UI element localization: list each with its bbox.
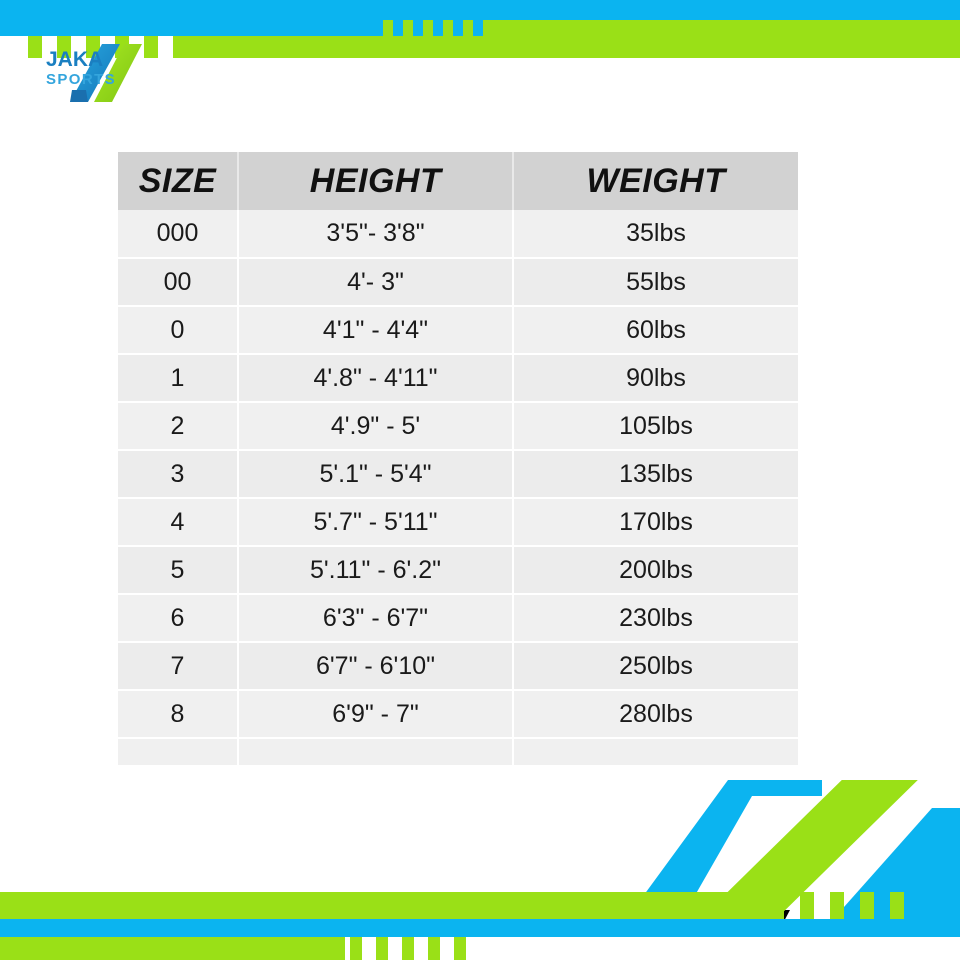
table-body: 000 3'5"- 3'8" 35lbs 00 4'- 3" 55lbs 0 4'1" - 4… [118, 210, 798, 767]
size-cell: 4 [118, 498, 239, 547]
logo-text-sports: SPORTS [46, 71, 116, 88]
top-green-stripes-lower [28, 36, 173, 58]
height-cell: 4'1" - 4'4" [238, 306, 514, 355]
height-cell: 5'.7" - 5'11" [238, 498, 514, 547]
size-cell: 00 [118, 258, 239, 307]
table-row: 0 4'1" - 4'4" 60lbs [118, 306, 798, 355]
top-green-banner-secondary [173, 36, 960, 58]
weight-cell: 105lbs [513, 402, 798, 451]
table-row: 1 4'.8" - 4'11" 90lbs [118, 354, 798, 403]
stripe [428, 937, 440, 960]
weight-cell: 200lbs [513, 546, 798, 595]
header-row: SIZE HEIGHT WEIGHT [118, 152, 798, 210]
table-row: 6 6'3" - 6'7" 230lbs [118, 594, 798, 643]
size-cell: 5 [118, 546, 239, 595]
table-row: 000 3'5"- 3'8" 35lbs [118, 210, 798, 259]
stripe [86, 36, 100, 58]
weight-cell: 250lbs [513, 642, 798, 691]
size-cell: 8 [118, 690, 239, 739]
logo-text-jaka: JAKA [46, 48, 103, 71]
stripe [860, 892, 874, 919]
size-cell: 2 [118, 402, 239, 451]
size-cell: 1 [118, 354, 239, 403]
size-chart-table: SIZE HEIGHT WEIGHT 000 3'5"- 3'8" 35lbs 00 4… [118, 152, 798, 767]
stripe [350, 937, 362, 960]
height-cell: 6'3" - 6'7" [238, 594, 514, 643]
height-cell: 4'.8" - 4'11" [238, 354, 514, 403]
table-header: SIZE HEIGHT WEIGHT [118, 152, 798, 210]
stripe [770, 892, 784, 919]
weight-cell: 170lbs [513, 498, 798, 547]
height-cell: 4'- 3" [238, 258, 514, 307]
stripe [800, 892, 814, 919]
brand-logo: JAKA SPORTS [46, 42, 176, 117]
height-cell: 6'7" - 6'10" [238, 642, 514, 691]
table-footer-spacer [118, 738, 798, 767]
stripe [144, 36, 158, 58]
size-chart-table-wrapper: SIZE HEIGHT WEIGHT 000 3'5"- 3'8" 35lbs 00 4… [118, 152, 798, 767]
bottom-green-stripes-lower [350, 937, 470, 960]
size-cell: 6 [118, 594, 239, 643]
stripe [740, 892, 754, 919]
size-cell: 000 [118, 210, 239, 259]
stripe [890, 892, 904, 919]
size-cell: 7 [118, 642, 239, 691]
weight-cell: 230lbs [513, 594, 798, 643]
weight-cell: 135lbs [513, 450, 798, 499]
stripe [376, 937, 388, 960]
stripe [57, 36, 71, 58]
column-header-height: HEIGHT [238, 152, 514, 210]
height-cell: 5'.11" - 6'.2" [238, 546, 514, 595]
stripe [28, 36, 42, 58]
bottom-green-banner-secondary [0, 937, 345, 960]
spacer-cell [118, 738, 239, 767]
bottom-green-banner [0, 892, 735, 919]
bottom-green-stripes-upper [740, 892, 922, 919]
height-cell: 6'9" - 7" [238, 690, 514, 739]
column-header-weight: WEIGHT [513, 152, 798, 210]
stripe [454, 937, 466, 960]
size-cell: 0 [118, 306, 239, 355]
stripe [402, 937, 414, 960]
table-row: 8 6'9" - 7" 280lbs [118, 690, 798, 739]
stripe [830, 892, 844, 919]
height-cell: 5'.1" - 5'4" [238, 450, 514, 499]
bottom-blue-banner [0, 919, 960, 937]
size-cell: 3 [118, 450, 239, 499]
weight-cell: 280lbs [513, 690, 798, 739]
spacer-cell [238, 738, 514, 767]
height-cell: 4'.9" - 5' [238, 402, 514, 451]
column-header-size: SIZE [118, 152, 239, 210]
weight-cell: 35lbs [513, 210, 798, 259]
weight-cell: 60lbs [513, 306, 798, 355]
height-cell: 3'5"- 3'8" [238, 210, 514, 259]
table-row: 4 5'.7" - 5'11" 170lbs [118, 498, 798, 547]
weight-cell: 90lbs [513, 354, 798, 403]
table-row: 7 6'7" - 6'10" 250lbs [118, 642, 798, 691]
table-row: 3 5'.1" - 5'4" 135lbs [118, 450, 798, 499]
weight-cell: 55lbs [513, 258, 798, 307]
spacer-cell [513, 738, 798, 767]
table-row: 2 4'.9" - 5' 105lbs [118, 402, 798, 451]
table-row: 00 4'- 3" 55lbs [118, 258, 798, 307]
table-row: 5 5'.11" - 6'.2" 200lbs [118, 546, 798, 595]
